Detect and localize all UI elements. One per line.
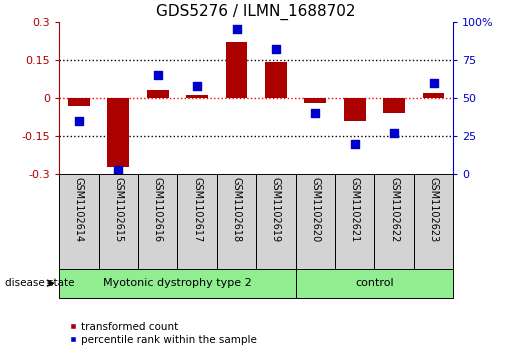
Point xyxy=(153,72,162,78)
Legend: transformed count, percentile rank within the sample: transformed count, percentile rank withi… xyxy=(64,317,261,349)
Bar xyxy=(344,98,366,121)
Bar xyxy=(265,62,287,98)
Bar xyxy=(59,269,296,298)
Bar xyxy=(374,174,414,269)
Bar xyxy=(217,174,256,269)
Text: disease state: disease state xyxy=(5,278,75,288)
Bar xyxy=(68,98,90,106)
Point xyxy=(390,130,398,136)
Bar xyxy=(138,174,177,269)
Text: control: control xyxy=(355,278,393,288)
Bar xyxy=(186,95,208,98)
Point xyxy=(114,167,123,172)
Text: GSM1102616: GSM1102616 xyxy=(153,177,163,242)
Bar xyxy=(59,174,99,269)
Bar xyxy=(147,90,168,98)
Bar xyxy=(423,93,444,98)
Text: GSM1102614: GSM1102614 xyxy=(74,177,84,242)
Bar xyxy=(177,174,217,269)
Bar xyxy=(296,269,453,298)
Bar xyxy=(414,174,453,269)
Bar xyxy=(296,174,335,269)
Bar xyxy=(226,42,247,98)
Point xyxy=(311,110,319,116)
Point xyxy=(430,80,438,86)
Text: GSM1102619: GSM1102619 xyxy=(271,177,281,242)
Text: GSM1102623: GSM1102623 xyxy=(428,177,438,242)
Text: GSM1102620: GSM1102620 xyxy=(311,177,320,242)
Bar xyxy=(383,98,405,113)
Text: GSM1102617: GSM1102617 xyxy=(192,177,202,242)
Bar xyxy=(304,98,326,103)
Text: GSM1102615: GSM1102615 xyxy=(113,177,123,242)
Bar xyxy=(256,174,296,269)
Point xyxy=(75,118,83,124)
Point xyxy=(232,26,241,32)
Bar xyxy=(335,174,374,269)
Text: GSM1102622: GSM1102622 xyxy=(389,177,399,242)
Bar xyxy=(108,98,129,167)
Title: GDS5276 / ILMN_1688702: GDS5276 / ILMN_1688702 xyxy=(157,4,356,20)
Point xyxy=(272,46,280,52)
Text: GSM1102621: GSM1102621 xyxy=(350,177,359,242)
Point xyxy=(351,141,359,147)
Bar xyxy=(99,174,138,269)
Point xyxy=(193,83,201,89)
Text: GSM1102618: GSM1102618 xyxy=(232,177,242,242)
Text: Myotonic dystrophy type 2: Myotonic dystrophy type 2 xyxy=(103,278,252,288)
